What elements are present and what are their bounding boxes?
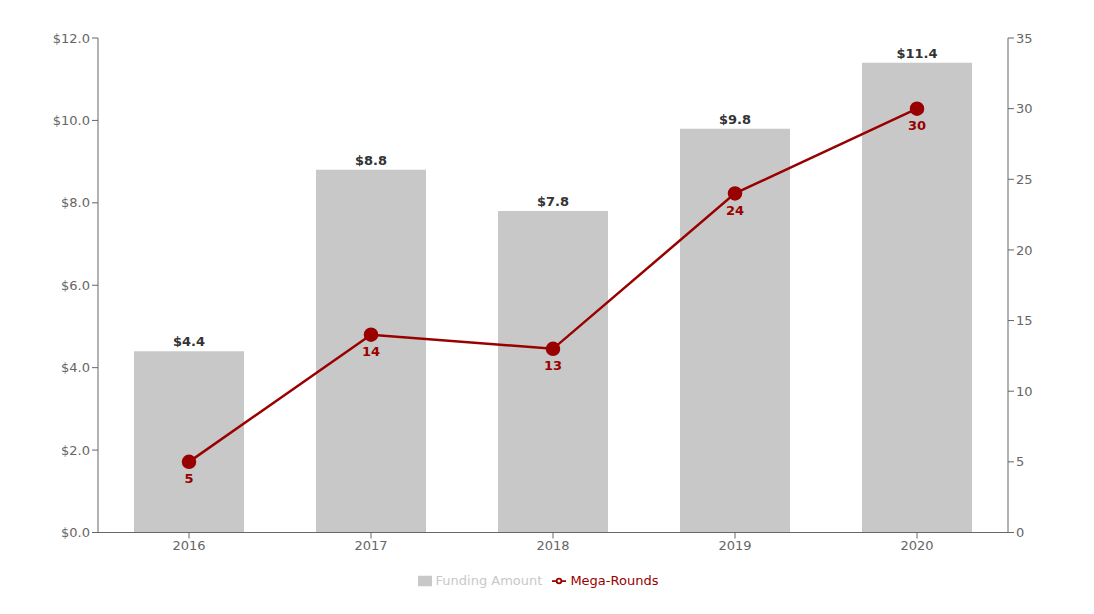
svg-text:$4.0: $4.0 (61, 360, 90, 375)
svg-text:$11.4: $11.4 (896, 46, 937, 61)
html-text:Funding Amount: Funding Amount (435, 572, 543, 588)
html-text:Mega-Rounds: Mega-Rounds (570, 572, 659, 588)
svg-text:$12.0: $12.0 (53, 31, 90, 46)
svg-text:2017: 2017 (354, 538, 387, 553)
svg-text:13: 13 (544, 358, 562, 373)
svg-text:5: 5 (1016, 454, 1024, 469)
svg-text:$8.8: $8.8 (355, 153, 387, 168)
svg-text:24: 24 (726, 203, 744, 218)
svg-text:14: 14 (362, 344, 380, 359)
svg-text:30: 30 (908, 118, 926, 133)
svg-text:$6.0: $6.0 (61, 278, 90, 293)
svg-text:30: 30 (1016, 101, 1033, 116)
svg-text:2016: 2016 (172, 538, 205, 553)
svg-text:35: 35 (1016, 31, 1033, 46)
svg-text:2018: 2018 (536, 538, 569, 553)
svg-text:0: 0 (1016, 525, 1024, 540)
svg-text:2020: 2020 (900, 538, 933, 553)
svg-text:5: 5 (184, 471, 193, 486)
svg-text:$2.0: $2.0 (61, 443, 90, 458)
svg-text:$4.4: $4.4 (173, 334, 205, 349)
svg-text:25: 25 (1016, 172, 1033, 187)
svg-text:20: 20 (1016, 243, 1033, 258)
svg-text:$7.8: $7.8 (537, 194, 569, 209)
svg-text:15: 15 (1016, 313, 1033, 328)
svg-text:$10.0: $10.0 (53, 113, 90, 128)
svg-text:2019: 2019 (718, 538, 751, 553)
svg-text:10: 10 (1016, 384, 1033, 399)
svg-text:$9.8: $9.8 (719, 112, 751, 127)
svg-text:$0.0: $0.0 (61, 525, 90, 540)
svg-text:$8.0: $8.0 (61, 195, 90, 210)
